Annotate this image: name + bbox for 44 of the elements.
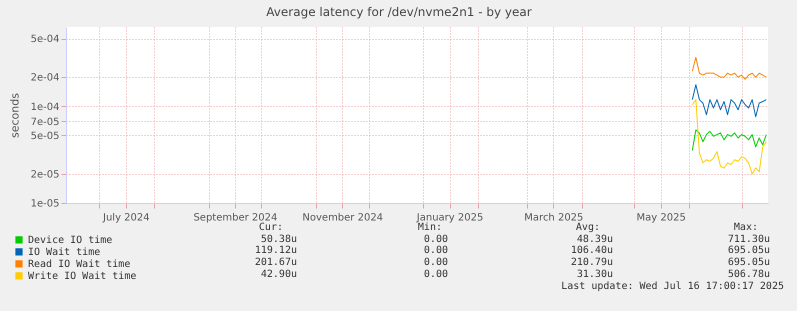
text: Max: [734, 222, 758, 234]
text: 42.90u [260, 269, 297, 281]
text: 119.12u [254, 245, 297, 257]
text: 0.00 [424, 257, 448, 269]
y-tick-label: 7e-05 [30, 116, 60, 128]
x-tick-label: May 2025 [636, 212, 686, 224]
x-tick-label: November 2024 [302, 212, 384, 224]
x-tick-label: March 2025 [524, 212, 584, 224]
x-tick-label: September 2024 [193, 212, 278, 224]
x-tick-label: January 2025 [416, 212, 484, 224]
y-tick-label: 2e-04 [30, 72, 60, 84]
text: Last update: Wed Jul 16 17:00:17 2025 [561, 281, 784, 293]
legend-label: Write IO Wait time [28, 270, 136, 282]
text: Min: [418, 222, 442, 234]
line-series [692, 99, 767, 174]
y-tick-label: 2e-05 [30, 169, 60, 180]
text: 711.30u [728, 234, 770, 246]
legend-label: IO Wait time [28, 246, 100, 258]
text: 695.05u [728, 245, 770, 257]
y-tick-label: 1e-05 [30, 198, 60, 210]
text: 48.39u [576, 234, 613, 246]
legend-label: Device IO time [28, 234, 112, 246]
text: 210.79u [570, 257, 613, 269]
text: 506.78u [728, 269, 770, 281]
x-tick-label: July 2024 [102, 212, 150, 224]
text: 201.67u [254, 257, 297, 269]
y-tick-label: 5e-05 [30, 130, 60, 142]
text: 106.40u [570, 245, 613, 257]
text: 0.00 [424, 245, 448, 257]
text: Cur: [258, 222, 283, 234]
y-tick-label: 5e-04 [30, 34, 60, 46]
text: 0.00 [424, 269, 448, 281]
legend-label: Read IO Wait time [28, 258, 130, 270]
chart-title: Average latency for /dev/nvme2n1 - by year [266, 5, 532, 19]
y-tick-label: 1e-04 [30, 102, 60, 113]
y-axis-title: seconds [8, 92, 22, 138]
text: 50.38u [260, 234, 297, 246]
line-series [692, 129, 767, 151]
text: Avg: [576, 222, 600, 234]
line-series [692, 84, 767, 118]
text: 0.00 [424, 234, 448, 246]
text: 31.30u [576, 269, 613, 281]
text: 695.05u [728, 257, 770, 269]
line-series [692, 56, 767, 80]
